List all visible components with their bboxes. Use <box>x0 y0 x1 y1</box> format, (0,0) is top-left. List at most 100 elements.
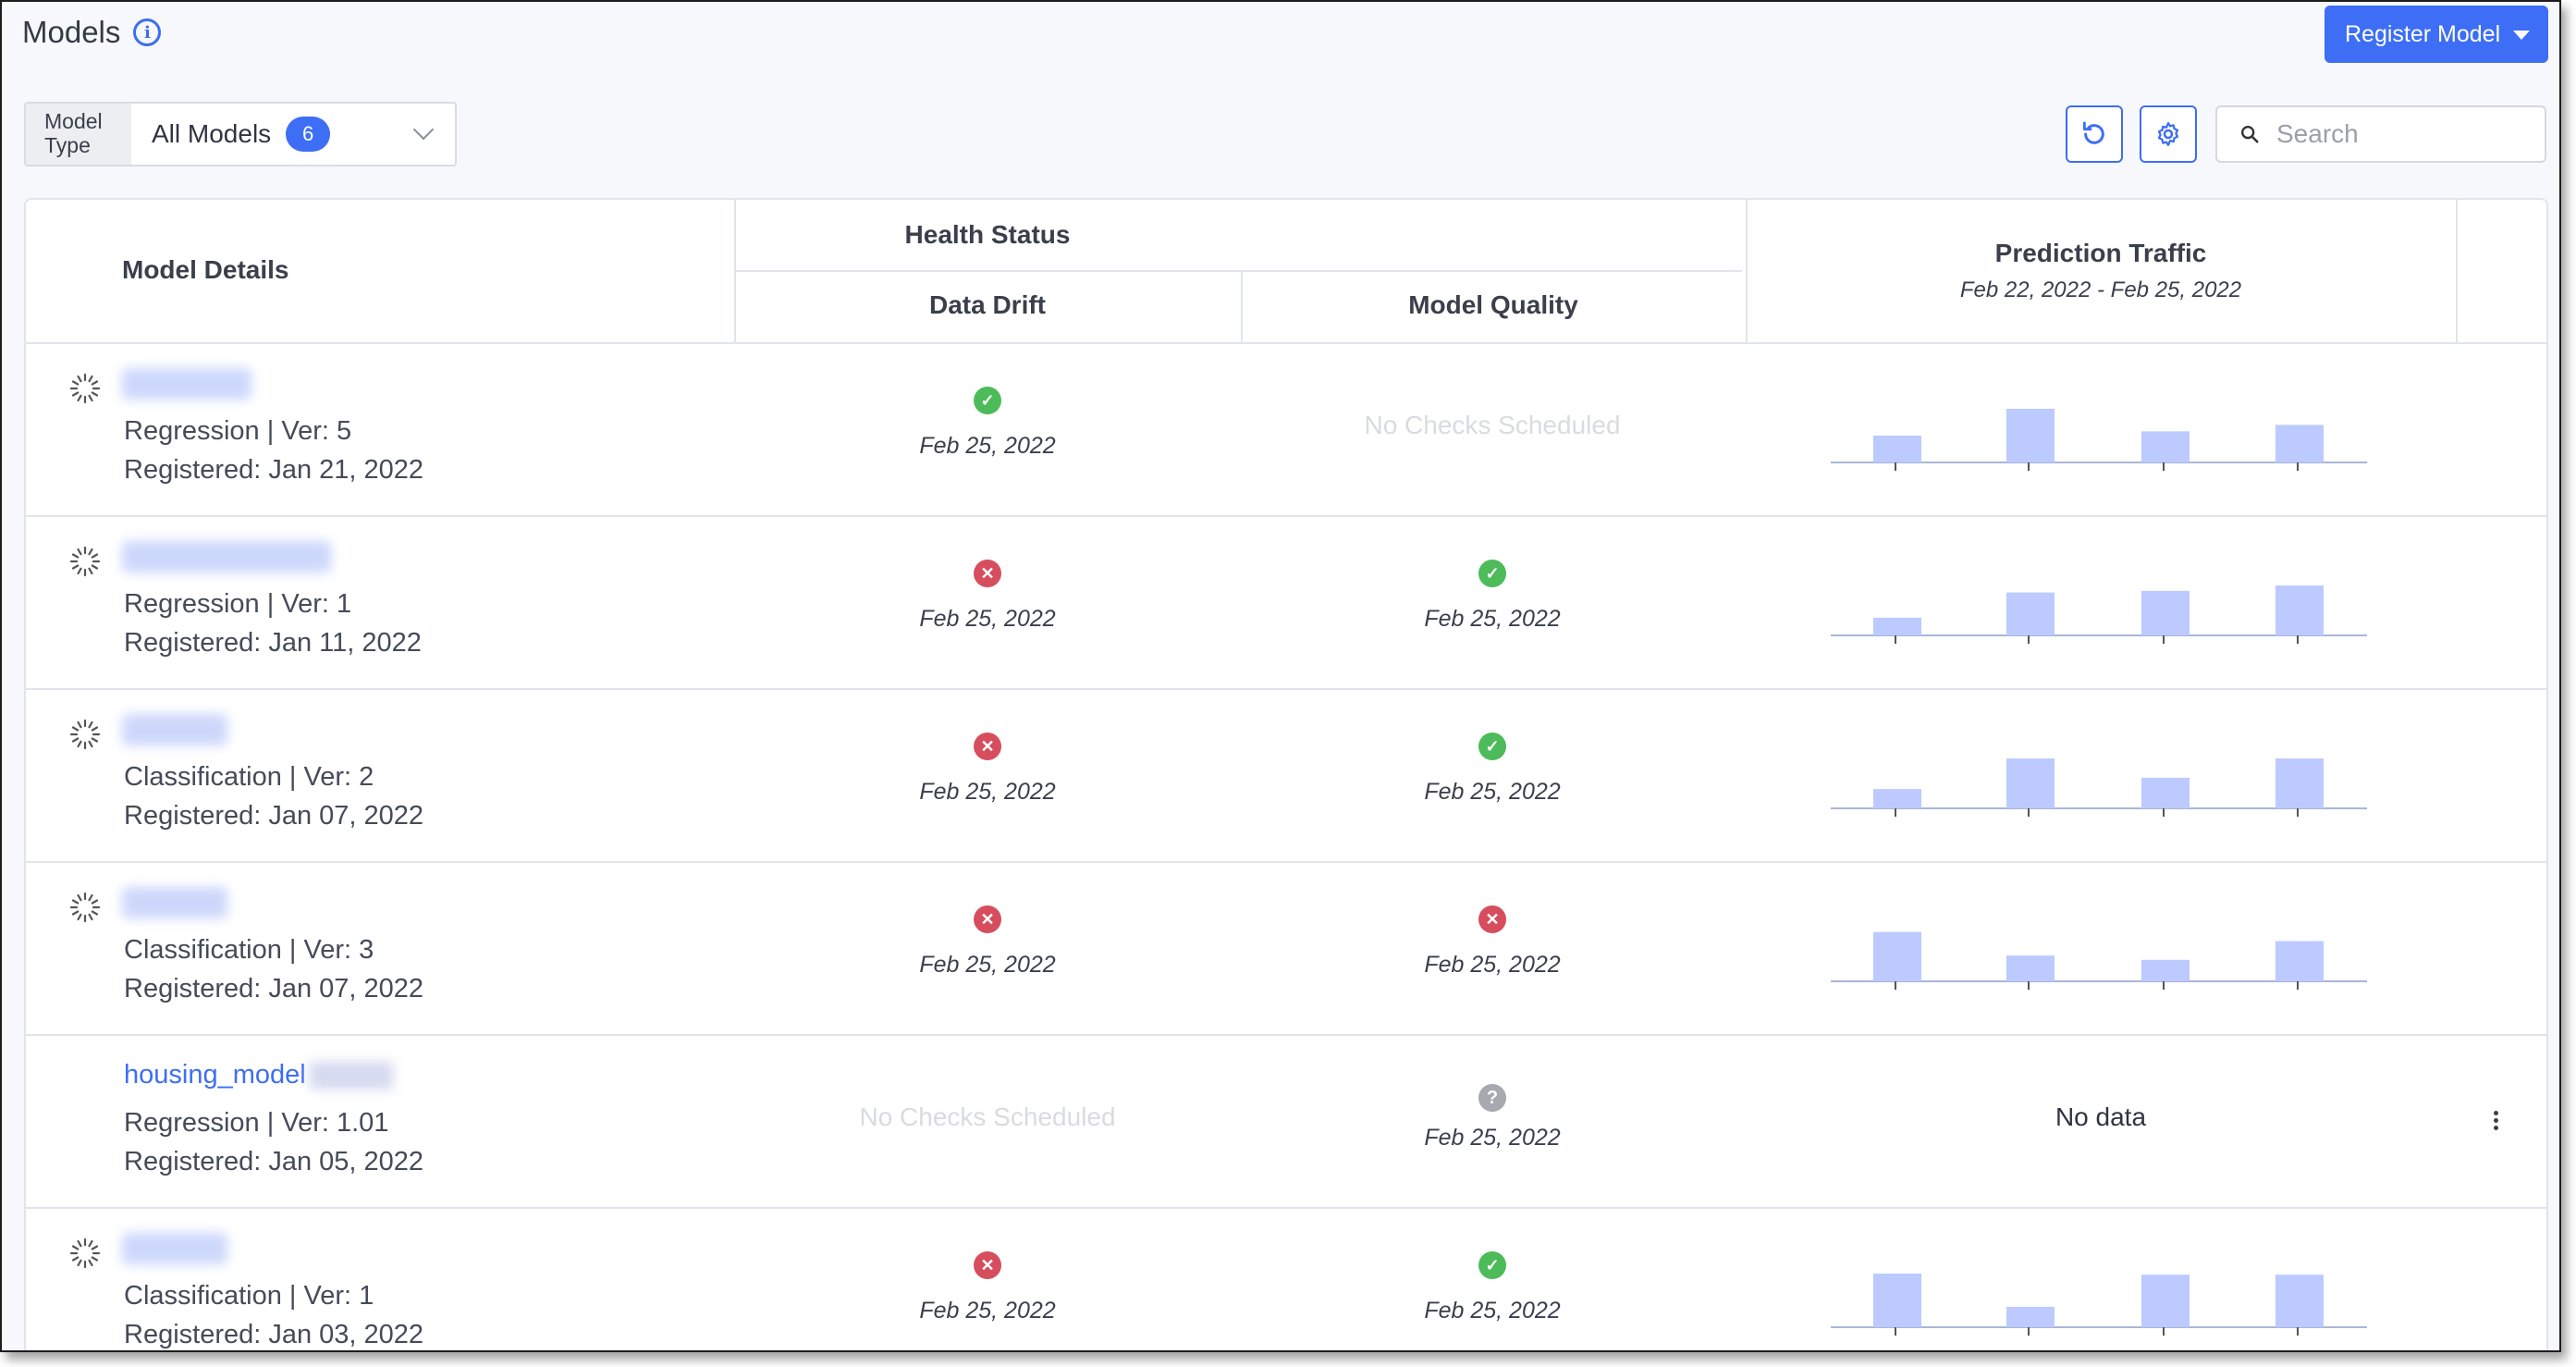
spinner-icon <box>69 546 101 577</box>
x-icon[interactable]: ✕ <box>1478 905 1506 933</box>
traffic-bar[interactable] <box>2006 592 2055 635</box>
traffic-bar[interactable] <box>1873 436 1921 462</box>
spinner-icon <box>69 892 101 923</box>
kebab-icon[interactable] <box>2491 1108 2500 1133</box>
traffic-bar[interactable] <box>2006 1306 2055 1327</box>
model-count-badge: 6 <box>286 117 331 152</box>
gear-icon <box>2157 122 2179 146</box>
prediction-traffic-chart <box>1831 931 2367 990</box>
check-icon[interactable]: ✓ <box>1478 1251 1506 1279</box>
traffic-date-range: Feb 22, 2022 - Feb 25, 2022 <box>1959 277 2242 302</box>
model-type-version: Classification | Ver: 3 <box>124 935 374 965</box>
model-type-value-area[interactable]: All Models 6 <box>131 104 455 165</box>
header-divider <box>2456 200 2458 342</box>
x-icon[interactable]: ✕ <box>974 905 1001 933</box>
model-name-link[interactable]: housing_model <box>124 1060 393 1090</box>
traffic-bar[interactable] <box>2275 1275 2324 1327</box>
header-prediction-traffic: Prediction Traffic <box>1994 239 2207 267</box>
model-registered-date: Registered: Jan 07, 2022 <box>124 801 424 831</box>
model-type-label-line1: Model <box>44 109 103 133</box>
traffic-bar[interactable] <box>2006 758 2055 808</box>
chevron-down-icon <box>412 118 435 141</box>
traffic-bar[interactable] <box>1873 931 1921 981</box>
search-input[interactable] <box>2275 118 2519 150</box>
header-data-drift[interactable]: Data Drift <box>928 290 1046 319</box>
redacted-model-name[interactable] <box>122 1233 227 1264</box>
prediction-traffic-chart <box>1831 1274 2367 1336</box>
traffic-bar[interactable] <box>2275 758 2324 808</box>
page-title: Models <box>22 15 121 49</box>
check-icon[interactable]: ✓ <box>974 387 1001 414</box>
model-quality-date: Feb 25, 2022 <box>1424 606 1561 632</box>
model-type-version: Regression | Ver: 1 <box>124 589 352 619</box>
table-row[interactable]: Regression | Ver: 1 Registered: Jan 11, 2… <box>26 515 2546 690</box>
traffic-bar[interactable] <box>2006 409 2055 462</box>
spinner-icon <box>69 373 101 404</box>
page-header: Models i <box>22 15 162 50</box>
table-row[interactable]: Classification | Ver: 3 Registered: Jan 0… <box>26 861 2546 1036</box>
search-box[interactable] <box>2215 105 2546 163</box>
traffic-bar[interactable] <box>2141 590 2190 635</box>
check-icon[interactable]: ✓ <box>1478 560 1506 587</box>
info-icon[interactable]: i <box>133 18 162 46</box>
traffic-bar[interactable] <box>1873 789 1921 808</box>
table-row[interactable]: Regression | Ver: 5 Registered: Jan 21, 2… <box>26 342 2546 517</box>
header-model-details[interactable]: Model Details <box>122 255 289 284</box>
table-row[interactable]: housing_model Regression | Ver: 1.01 Regis… <box>26 1034 2546 1209</box>
traffic-bar[interactable] <box>2141 777 2190 808</box>
traffic-bar[interactable] <box>2006 955 2055 981</box>
model-type-version: Classification | Ver: 2 <box>124 762 374 792</box>
redacted-model-name[interactable] <box>122 887 227 918</box>
header-divider <box>1746 200 1748 342</box>
header-health-status: Health Status <box>904 220 1071 249</box>
prediction-traffic-chart <box>1831 758 2367 817</box>
refresh-button[interactable] <box>2066 105 2123 163</box>
model-quality-date: Feb 25, 2022 <box>1424 1125 1561 1151</box>
model-type-select[interactable]: Model Type All Models 6 <box>24 102 457 166</box>
model-registered-date: Registered: Jan 21, 2022 <box>124 455 424 485</box>
redacted-text <box>309 1062 393 1090</box>
x-icon[interactable]: ✕ <box>974 733 1001 760</box>
model-type-label-line2: Type <box>44 133 91 157</box>
traffic-bar[interactable] <box>2275 941 2324 982</box>
spinner-icon <box>69 719 101 750</box>
register-model-button[interactable]: Register Model <box>2325 6 2548 63</box>
traffic-bar[interactable] <box>1873 617 1921 635</box>
model-quality-date: Feb 25, 2022 <box>1424 952 1561 978</box>
x-icon[interactable]: ✕ <box>974 1251 1001 1279</box>
data-drift-date: Feb 25, 2022 <box>919 433 1056 459</box>
x-icon[interactable]: ✕ <box>974 560 1001 587</box>
traffic-bar[interactable] <box>2275 585 2324 635</box>
traffic-bar[interactable] <box>1873 1274 1921 1327</box>
check-icon[interactable]: ✓ <box>1478 733 1506 760</box>
header-model-quality[interactable]: Model Quality <box>1408 290 1578 319</box>
caret-down-icon[interactable] <box>2513 31 2530 40</box>
redacted-model-name[interactable] <box>122 714 227 745</box>
data-drift-date: Feb 25, 2022 <box>919 952 1056 978</box>
traffic-bar[interactable] <box>2141 959 2190 981</box>
traffic-bar[interactable] <box>2141 1275 2190 1327</box>
question-icon[interactable]: ? <box>1478 1084 1506 1112</box>
model-name: housing_model <box>124 1060 306 1090</box>
data-drift-date: Feb 25, 2022 <box>919 606 1056 632</box>
settings-button[interactable] <box>2140 105 2197 163</box>
table-row[interactable]: Classification | Ver: 1 Registered: Jan 0… <box>26 1207 2546 1350</box>
spinner-icon <box>69 1238 101 1269</box>
model-type-version: Regression | Ver: 5 <box>124 416 352 446</box>
model-registered-date: Registered: Jan 05, 2022 <box>124 1147 424 1176</box>
no-checks-text: No Checks Scheduled <box>1364 411 1621 439</box>
prediction-traffic-chart <box>1831 409 2367 471</box>
redacted-model-name[interactable] <box>122 368 251 400</box>
table-row[interactable]: Classification | Ver: 2 Registered: Jan 0… <box>26 688 2546 863</box>
search-icon <box>2241 126 2259 143</box>
data-drift-date: Feb 25, 2022 <box>919 1298 1056 1324</box>
models-table: Model Details Health Status Data Drift M… <box>24 198 2548 1350</box>
header-divider <box>1241 272 1243 342</box>
traffic-bar[interactable] <box>2141 431 2190 462</box>
model-type-version: Regression | Ver: 1.01 <box>124 1108 389 1138</box>
redacted-model-name[interactable] <box>122 541 331 573</box>
no-checks-text: No Checks Scheduled <box>859 1102 1116 1131</box>
traffic-bar[interactable] <box>2275 425 2324 462</box>
data-drift-date: Feb 25, 2022 <box>919 779 1056 805</box>
